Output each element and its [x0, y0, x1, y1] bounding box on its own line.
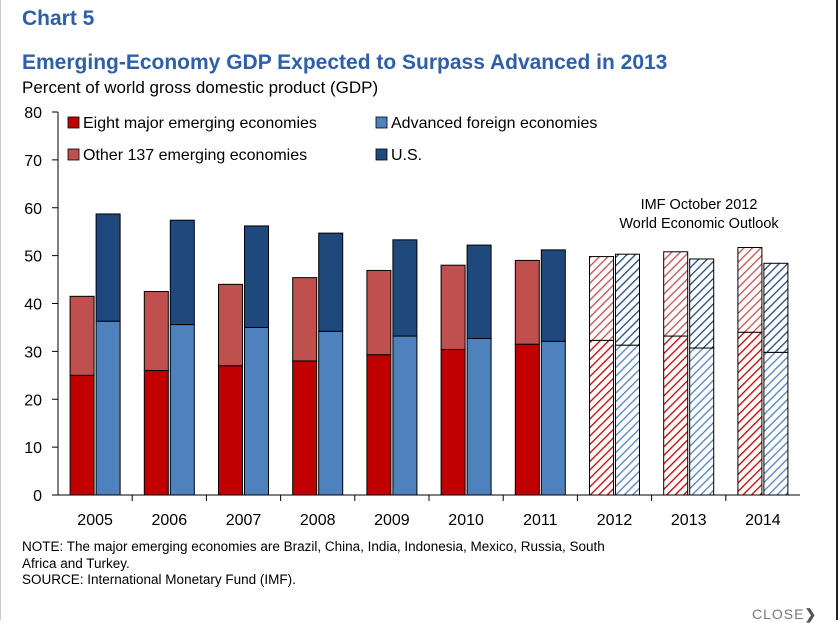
bar-advanced-foreign-economies	[689, 347, 715, 496]
bar-eight-major-emerging-economies	[69, 374, 95, 496]
y-tick-label: 10	[24, 440, 42, 457]
bar-eight-major-emerging-economies	[737, 331, 763, 496]
bar-other-137-emerging-economies	[366, 269, 392, 356]
bar-u-s	[615, 253, 640, 346]
bar-advanced-foreign-economies	[392, 335, 418, 496]
x-tick-label: 2013	[671, 512, 707, 529]
bar-advanced-foreign-economies	[95, 320, 121, 496]
y-tick-label: 20	[24, 392, 42, 409]
legend-swatch	[375, 116, 388, 129]
y-tick-label: 0	[33, 488, 42, 505]
legend-swatch	[67, 148, 80, 161]
x-tick-label: 2014	[745, 512, 781, 529]
close-label: CLOSE	[752, 606, 805, 622]
bar-other-137-emerging-economies	[514, 259, 540, 345]
bar-u-s	[540, 249, 566, 342]
bar-other-137-emerging-economies	[292, 277, 318, 362]
bar-other-137-emerging-economies	[737, 246, 763, 333]
chart-title: Emerging-Economy GDP Expected to Surpass…	[22, 51, 668, 74]
bar-u-s	[392, 239, 418, 337]
bar-eight-major-emerging-economies	[440, 348, 466, 496]
x-tick-label: 2009	[374, 512, 410, 529]
x-tick-label: 2012	[597, 512, 633, 529]
bar-eight-major-emerging-economies	[589, 339, 614, 496]
chart-subtitle: Percent of world gross domestic product …	[22, 78, 379, 97]
bar-eight-major-emerging-economies	[663, 335, 689, 496]
bar-advanced-foreign-economies	[244, 326, 269, 496]
bar-eight-major-emerging-economies	[366, 354, 392, 496]
bar-u-s	[95, 213, 121, 322]
y-tick-label: 70	[24, 153, 42, 170]
bar-other-137-emerging-economies	[663, 251, 689, 337]
chart-number: Chart 5	[22, 7, 95, 30]
bar-eight-major-emerging-economies	[514, 343, 540, 496]
bar-u-s	[318, 232, 344, 332]
bar-u-s	[763, 262, 789, 353]
y-tick-label: 50	[24, 249, 42, 266]
bar-advanced-foreign-economies	[466, 337, 492, 496]
bar-u-s	[244, 225, 269, 328]
bar-u-s	[466, 244, 492, 339]
legend-label: Eight major emerging economies	[83, 115, 317, 132]
bar-other-137-emerging-economies	[440, 264, 466, 350]
legend-label: Other 137 emerging economies	[83, 147, 307, 164]
legend-label: U.S.	[391, 147, 422, 164]
x-tick-label: 2006	[152, 512, 188, 529]
bar-eight-major-emerging-economies	[292, 360, 318, 496]
bar-advanced-foreign-economies	[615, 344, 640, 496]
bar-other-137-emerging-economies	[589, 256, 614, 341]
note-line-2: Africa and Turkey.	[22, 556, 130, 571]
footnote: NOTE: The major emerging economies are B…	[22, 538, 782, 572]
annotation-line-2: World Economic Outlook	[619, 216, 779, 232]
bar-eight-major-emerging-economies	[143, 370, 169, 496]
note-line-1: NOTE: The major emerging economies are B…	[22, 539, 605, 554]
x-tick-label: 2011	[523, 512, 558, 529]
legend-label: Advanced foreign economies	[391, 115, 597, 132]
x-tick-label: 2010	[448, 512, 484, 529]
annotation-line-1: IMF October 2012	[641, 197, 758, 213]
bar-u-s	[689, 258, 715, 349]
source-note: SOURCE: International Monetary Fund (IMF…	[22, 572, 296, 587]
bar-u-s	[169, 219, 195, 326]
y-tick-label: 30	[24, 344, 42, 361]
x-tick-label: 2005	[77, 512, 113, 529]
y-tick-label: 60	[24, 201, 42, 218]
legend-swatch	[67, 116, 80, 129]
bar-eight-major-emerging-economies	[218, 365, 243, 496]
chart-area: 0 10 20 30 40 50 60 70 80 2005 2006 2007 2008 2009 201…	[24, 105, 800, 529]
bar-other-137-emerging-economies	[69, 295, 95, 376]
frame-left-border	[0, 0, 1, 620]
bar-advanced-foreign-economies	[318, 330, 344, 496]
chevron-down-icon: ❯	[804, 606, 818, 622]
legend-swatch	[375, 148, 388, 161]
bar-advanced-foreign-economies	[540, 340, 566, 496]
y-tick-label: 80	[24, 105, 42, 122]
bar-advanced-foreign-economies	[763, 351, 789, 496]
x-tick-label: 2008	[300, 512, 336, 529]
close-button[interactable]: CLOSE❯	[752, 606, 817, 623]
x-tick-label: 2007	[226, 512, 262, 529]
bar-other-137-emerging-economies	[218, 283, 243, 367]
y-tick-label: 40	[24, 297, 42, 314]
bar-advanced-foreign-economies	[169, 324, 195, 496]
frame-right-border	[836, 0, 838, 620]
bar-other-137-emerging-economies	[143, 291, 169, 372]
